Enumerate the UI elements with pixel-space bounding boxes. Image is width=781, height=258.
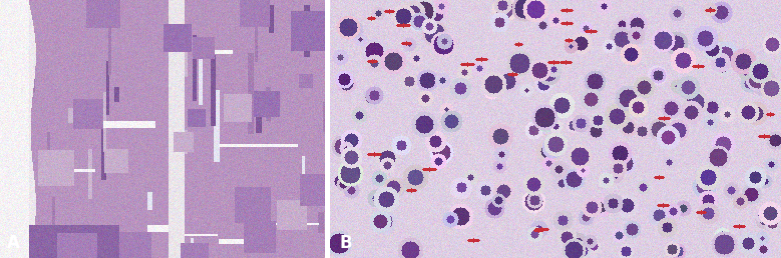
Text: B: B <box>340 234 352 252</box>
Text: A: A <box>6 234 20 252</box>
